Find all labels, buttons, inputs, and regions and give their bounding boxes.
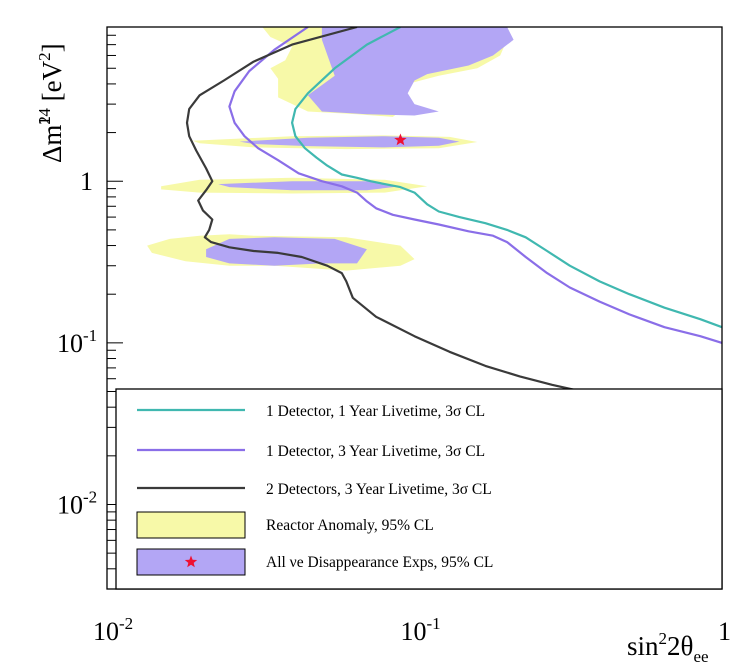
best-fit-star-marker	[394, 133, 407, 146]
marker-layer	[394, 133, 407, 146]
legend-item-region-1: All νe Disappearance Exps, 95% CL	[136, 548, 493, 576]
x-axis-label: sin22θee	[627, 629, 709, 665]
legend-swatch-box-3	[136, 511, 246, 539]
x-tick-label-0: 10-2	[93, 614, 133, 646]
y-axis-label: Δm214 [eV2]	[35, 43, 67, 163]
legend-label-1: 1 Detector, 3 Year Livetime, 3σ CL	[266, 443, 485, 460]
legend-item-series-0: 1 Detector, 1 Year Livetime, 3σ CL	[137, 403, 485, 420]
legend-label-3: Reactor Anomaly, 95% CL	[266, 517, 434, 534]
y-tick-label-2: 1	[80, 167, 93, 196]
legend: 1 Detector, 1 Year Livetime, 3σ CL 1 Dete…	[115, 388, 723, 590]
legend-star-icon	[184, 555, 198, 568]
axis-titles: sin22θee Δm214 [eV2]	[35, 43, 709, 665]
x-tick-label-1: 10-1	[401, 614, 441, 646]
legend-label-0: 1 Detector, 1 Year Livetime, 3σ CL	[266, 403, 485, 420]
series-line-2	[185, 27, 583, 393]
legend-item-series-2: 2 Detectors, 3 Year Livetime, 3σ CL	[137, 481, 492, 498]
region-1-polygon-2	[218, 181, 401, 191]
region-1-polygon-3	[206, 237, 367, 266]
y-tick-label-0: 10-2	[57, 487, 97, 519]
legend-item-region-0: Reactor Anomaly, 95% CL	[136, 511, 434, 539]
region-1-polygon-0	[307, 27, 514, 116]
legend-label-4: All νe Disappearance Exps, 95% CL	[266, 554, 493, 571]
y-tick-label-1: 10-1	[57, 326, 97, 358]
series-line-0	[291, 27, 722, 329]
series-line-1	[228, 27, 722, 344]
legend-item-series-1: 1 Detector, 3 Year Livetime, 3σ CL	[137, 443, 485, 460]
legend-label-2: 2 Detectors, 3 Year Livetime, 3σ CL	[266, 481, 492, 498]
series-layer	[185, 27, 722, 393]
regions-layer	[147, 27, 514, 271]
x-tick-label-2: 1	[718, 617, 731, 646]
